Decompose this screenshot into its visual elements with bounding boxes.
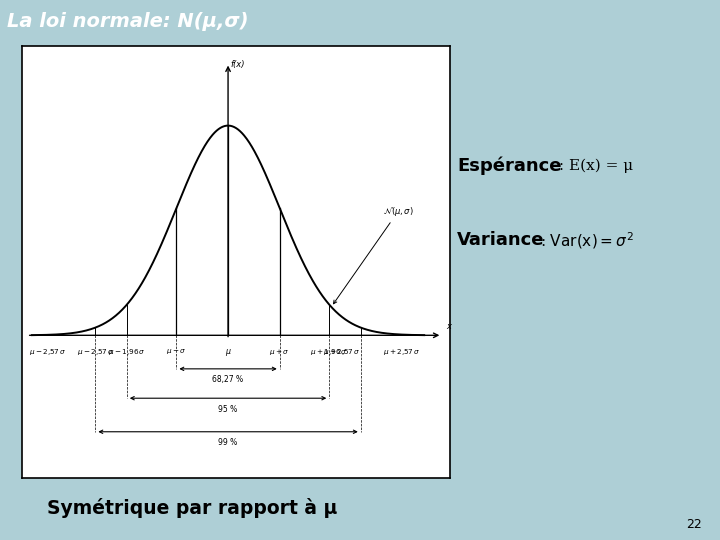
Text: $\mu - \sigma$: $\mu - \sigma$ (166, 347, 186, 356)
Text: $\mu - 2{,}57\,\sigma$: $\mu - 2{,}57\,\sigma$ (77, 347, 114, 357)
Text: : $\mathrm{Var(x)} = \sigma^2$: : $\mathrm{Var(x)} = \sigma^2$ (540, 230, 634, 251)
Text: : E(x) = μ: : E(x) = μ (554, 158, 634, 173)
Text: Symétrique par rapport à μ: Symétrique par rapport à μ (47, 497, 337, 517)
Text: Espérance: Espérance (457, 156, 562, 174)
Text: $\mu + 2{,}57\,\sigma$: $\mu + 2{,}57\,\sigma$ (323, 347, 361, 357)
Text: $\mu$: $\mu$ (225, 347, 231, 358)
Text: $\mu + 2{,}57\,\sigma$: $\mu + 2{,}57\,\sigma$ (383, 347, 420, 357)
Text: 95 %: 95 % (218, 404, 238, 414)
Text: 22: 22 (686, 518, 702, 531)
Text: Variance: Variance (457, 231, 545, 249)
Text: La loi normale: N(μ,σ): La loi normale: N(μ,σ) (7, 11, 248, 31)
Text: 68,27 %: 68,27 % (212, 375, 243, 384)
Text: $\mu - 2{,}57\,\sigma$: $\mu - 2{,}57\,\sigma$ (30, 347, 66, 357)
Text: x: x (446, 322, 451, 331)
Text: f(x): f(x) (230, 60, 245, 69)
Text: 99 %: 99 % (218, 438, 238, 447)
Text: $\mathcal{N}(\mu,\sigma)$: $\mathcal{N}(\mu,\sigma)$ (333, 205, 414, 304)
Text: $\mu + 1{,}96\,\sigma$: $\mu + 1{,}96\,\sigma$ (310, 347, 348, 357)
Text: $\mu - 1{,}96\,\sigma$: $\mu - 1{,}96\,\sigma$ (108, 347, 145, 357)
Text: $\mu + \sigma$: $\mu + \sigma$ (269, 347, 290, 357)
